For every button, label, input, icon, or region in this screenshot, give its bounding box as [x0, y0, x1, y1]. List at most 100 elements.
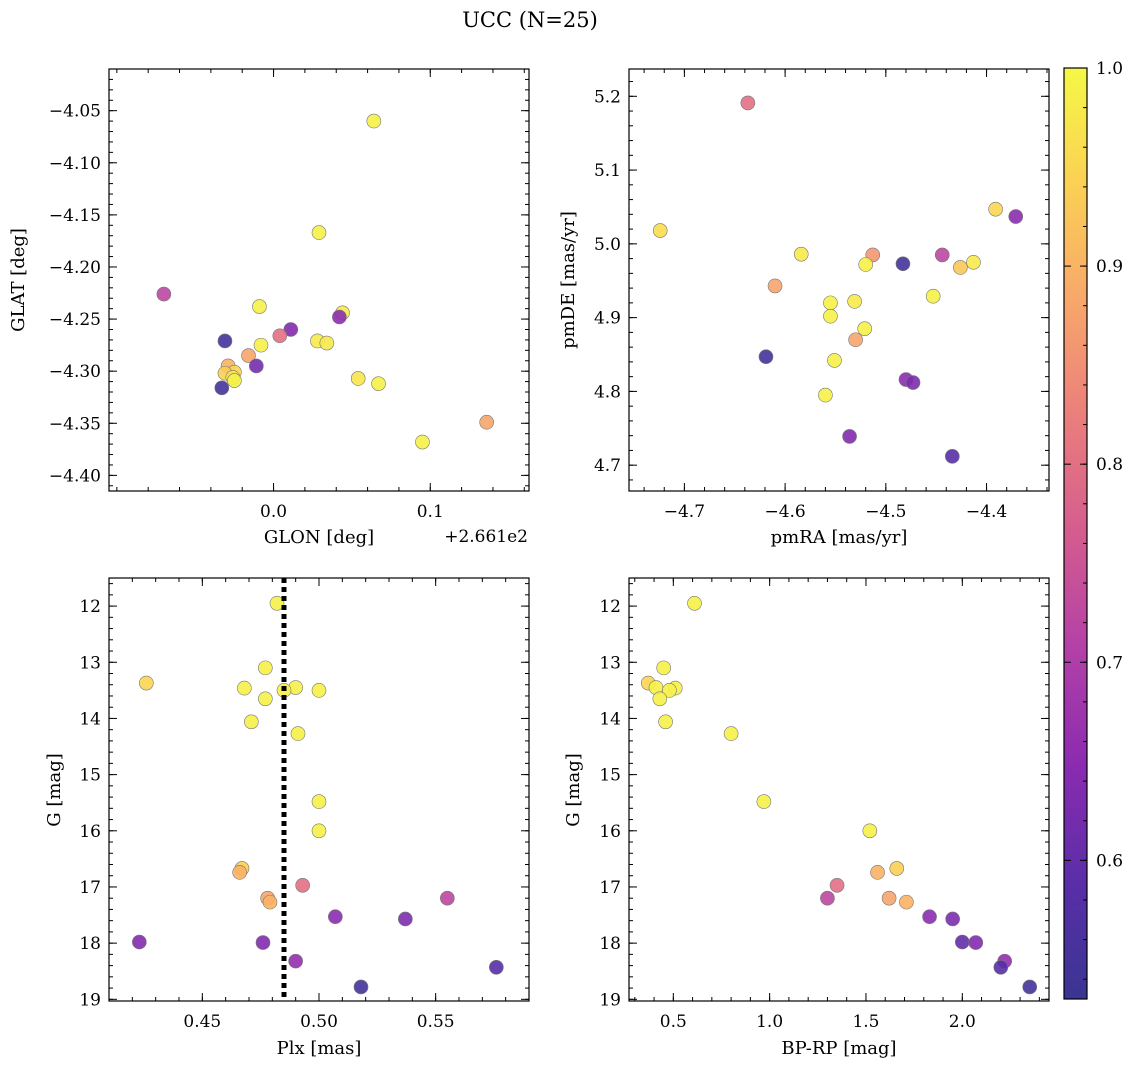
- data-point: [328, 909, 343, 925]
- y-tick-label: 14: [79, 709, 101, 729]
- figure-title: UCC (N=25): [462, 8, 598, 32]
- data-point: [662, 683, 677, 698]
- y-tick-label: −4.30: [49, 362, 101, 382]
- data-point: [870, 865, 885, 880]
- data-point: [489, 959, 504, 975]
- data-point: [283, 322, 299, 337]
- data-point: [269, 595, 285, 611]
- data-point: [687, 595, 702, 611]
- data-point: [139, 675, 154, 691]
- data-point: [966, 254, 981, 270]
- x-offset-text: +2.661e2: [444, 527, 528, 547]
- y-tick-label: 5.0: [594, 235, 621, 255]
- x-tick-label: −4.6: [764, 502, 805, 522]
- y-tick-label: 4.7: [594, 456, 621, 476]
- data-point: [227, 373, 242, 388]
- data-point: [955, 934, 970, 950]
- y-tick-label: 12: [599, 597, 621, 617]
- data-point: [925, 288, 941, 304]
- x-tick-label: −4.4: [966, 502, 1007, 522]
- data-point: [258, 660, 273, 676]
- data-point: [793, 246, 809, 262]
- y-tick-label: −4.25: [49, 310, 101, 330]
- data-point: [827, 353, 842, 368]
- data-point: [255, 935, 271, 950]
- data-point: [244, 714, 259, 730]
- data-point: [252, 299, 267, 314]
- x-tick-label: 0.1: [417, 502, 444, 522]
- bprp-g-panel: 0.5 1.0 1.5 2.0 12 13 14 15 16 17 18 19 BP-RP [mag]…: [563, 577, 1050, 1059]
- data-point: [842, 429, 857, 444]
- plx-g-panel: 0.45 0.50 0.55 12 13 14 15 16 17 18 19 Plx [mas] G…: [44, 577, 530, 1059]
- y-tick-label: −4.10: [49, 154, 101, 174]
- y-tick-label: 13: [599, 653, 621, 673]
- data-point: [311, 683, 327, 698]
- data-point: [895, 256, 911, 272]
- data-point: [249, 358, 264, 374]
- data-point: [262, 894, 278, 910]
- data-point: [350, 371, 366, 386]
- data-point: [217, 333, 233, 349]
- data-point: [253, 337, 269, 353]
- y-tick-label: 17: [79, 878, 101, 898]
- data-point: [862, 823, 878, 839]
- data-point: [288, 953, 303, 969]
- data-point: [858, 257, 873, 272]
- x-tick-label: 0.5: [660, 1012, 687, 1032]
- data-point: [440, 890, 455, 906]
- data-point: [1008, 209, 1024, 224]
- data-point: [479, 414, 494, 430]
- y-tick-label: −4.15: [49, 206, 101, 226]
- y-tick-label: 14: [599, 709, 621, 729]
- y-tick-label: −4.05: [49, 102, 101, 122]
- data-point: [922, 909, 937, 925]
- y-tick-label: 13: [79, 653, 101, 673]
- y-tick-label: 15: [599, 766, 621, 786]
- data-point: [767, 278, 783, 294]
- data-point: [652, 223, 668, 238]
- plot-frame: [628, 577, 1050, 1002]
- data-point: [272, 328, 288, 344]
- data-point: [232, 865, 247, 880]
- data-point: [415, 434, 430, 450]
- data-point: [756, 794, 772, 809]
- data-point: [847, 294, 862, 309]
- data-point: [823, 308, 838, 324]
- y-axis-label: pmDE [mas/yr]: [558, 211, 579, 349]
- data-point: [156, 286, 172, 302]
- data-point: [132, 934, 147, 950]
- data-point: [820, 890, 835, 906]
- data-point: [353, 979, 369, 995]
- y-tick-label: 19: [599, 990, 621, 1010]
- colorbar: 0.6 0.7 0.8 0.9 1.0: [1063, 59, 1123, 1000]
- y-tick-label: 5.1: [594, 161, 621, 181]
- data-point: [934, 247, 950, 263]
- data-point: [968, 935, 984, 950]
- data-point: [311, 794, 327, 809]
- x-tick-label: −4.5: [865, 502, 906, 522]
- x-tick-label: 2.0: [949, 1012, 976, 1032]
- y-tick-label: −4.40: [49, 466, 101, 486]
- data-point: [290, 726, 306, 741]
- x-tick-label: 0.55: [417, 1012, 455, 1032]
- x-tick-label: 1.5: [852, 1012, 879, 1032]
- y-tick-label: 16: [599, 822, 621, 842]
- y-tick-label: −4.20: [49, 258, 101, 278]
- data-point: [1022, 979, 1038, 995]
- data-point: [945, 911, 960, 927]
- data-point: [311, 225, 327, 240]
- colorbar-tick-label: 0.8: [1096, 455, 1123, 475]
- y-tick-label: 4.8: [594, 382, 621, 402]
- plot-frame: [108, 68, 530, 492]
- colorbar-frame: [1063, 67, 1088, 1000]
- y-tick-label: 16: [79, 822, 101, 842]
- x-axis-label: GLON [deg]: [264, 527, 374, 548]
- colorbar-tick-label: 1.0: [1096, 59, 1123, 79]
- data-point: [656, 660, 671, 676]
- x-axis-label: BP-RP [mag]: [781, 1038, 896, 1059]
- data-point: [993, 959, 1009, 975]
- data-point: [241, 348, 256, 363]
- data-point: [881, 890, 897, 906]
- y-tick-label: 5.2: [594, 87, 621, 107]
